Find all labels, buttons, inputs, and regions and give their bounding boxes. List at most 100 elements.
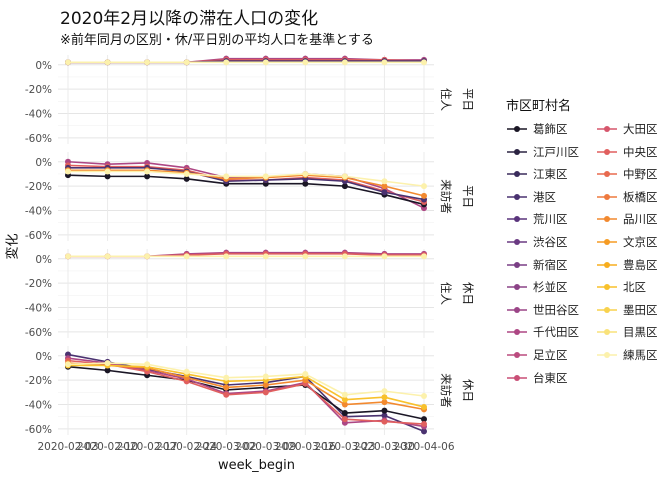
legend-swatch <box>597 306 617 313</box>
series-line <box>67 362 425 397</box>
data-point <box>421 253 427 260</box>
legend-label: 北区 <box>623 280 646 295</box>
legend-label: 千代田区 <box>533 325 579 340</box>
data-point <box>421 183 427 190</box>
data-point <box>104 253 111 260</box>
data-point <box>183 59 190 66</box>
legend-label: 杉並区 <box>533 280 568 295</box>
series-line <box>67 160 425 209</box>
data-point <box>381 178 388 185</box>
data-point <box>223 391 230 398</box>
data-point <box>104 168 111 175</box>
y-tick-label: -20% <box>25 375 52 387</box>
y-tick-label: 0% <box>35 351 52 363</box>
legend-label: 練馬区 <box>623 348 658 362</box>
legend-swatch <box>507 284 527 291</box>
legend-swatch <box>507 239 527 245</box>
legend-swatch <box>507 329 527 336</box>
chart-subtitle: ※前年同月の区別・休/平日別の平均人口を基準とする <box>60 33 374 48</box>
data-point <box>223 59 230 66</box>
legend-label: 台東区 <box>533 370 568 385</box>
data-point <box>223 253 230 260</box>
legend-swatch <box>597 126 617 132</box>
y-tick-label: -40% <box>25 400 52 412</box>
y-tick-label: -60% <box>25 424 52 436</box>
data-point <box>421 421 427 428</box>
data-point <box>302 180 309 187</box>
data-point <box>341 401 348 408</box>
y-tick-label: -20% <box>25 84 52 96</box>
data-point <box>341 59 348 66</box>
y-tick-label: -60% <box>25 230 52 242</box>
data-point <box>341 173 348 180</box>
y-tick-label: -40% <box>25 206 52 218</box>
y-axis-label: 変化 <box>5 233 21 260</box>
data-point <box>65 361 71 368</box>
y-tick-label: -60% <box>25 327 52 339</box>
data-point <box>421 392 427 399</box>
data-point <box>421 192 427 199</box>
data-point <box>381 418 388 425</box>
data-point <box>262 389 269 396</box>
x-tick-label: 2020-03-30 <box>354 441 415 453</box>
x-tick-label: 2020-04-06 <box>393 441 454 453</box>
series-line <box>68 169 425 197</box>
data-point <box>65 253 71 260</box>
y-tick-label: -40% <box>25 109 52 121</box>
data-point <box>144 173 151 180</box>
data-point <box>421 428 427 435</box>
data-point <box>262 59 269 66</box>
data-point <box>341 410 348 417</box>
data-point <box>341 396 348 403</box>
legend-title: 市区町村名 <box>506 99 572 114</box>
legend-swatch <box>507 306 527 313</box>
series-line <box>68 364 425 408</box>
legend-swatch <box>597 148 617 155</box>
facet-strip-type: 住人 <box>439 282 453 305</box>
legend-label: 葛飾区 <box>533 122 568 136</box>
series-line <box>67 359 425 425</box>
data-point <box>381 59 388 66</box>
series-line <box>68 170 425 187</box>
data-point <box>341 253 348 260</box>
data-point <box>381 388 388 395</box>
legend-label: 渋谷区 <box>533 235 568 249</box>
data-point <box>144 59 151 66</box>
data-point <box>183 175 190 182</box>
data-point <box>262 382 269 389</box>
data-point <box>104 59 111 66</box>
legend-label: 中央区 <box>623 144 658 159</box>
data-point <box>183 253 190 260</box>
x-tick-label: 2020-02-17 <box>117 441 178 453</box>
legend-swatch <box>597 216 617 223</box>
series-line <box>67 174 425 206</box>
data-point <box>341 416 348 423</box>
data-point <box>341 391 348 398</box>
legend-swatch <box>507 171 527 178</box>
facet-strip-dow: 休日 <box>461 379 475 402</box>
y-tick-label: 0% <box>35 254 52 266</box>
x-tick-label: 2020-03-23 <box>314 441 375 453</box>
legend-label: 品川区 <box>623 212 658 227</box>
legend-swatch <box>597 239 617 245</box>
data-point <box>381 183 388 190</box>
legend-swatch <box>597 193 617 200</box>
legend-swatch <box>507 216 527 223</box>
series-line <box>68 167 425 201</box>
x-tick-label: 2020-03-09 <box>235 441 296 453</box>
y-tick-label: 0% <box>35 60 52 72</box>
legend-label: 江東区 <box>533 167 568 182</box>
legend-label: 墨田区 <box>623 302 658 317</box>
data-point <box>144 361 151 368</box>
legend-label: 文京区 <box>623 235 658 249</box>
legend-label: 豊島区 <box>623 257 658 272</box>
facet-strip-dow: 平日 <box>461 185 475 208</box>
legend-label: 江戸川区 <box>533 144 579 159</box>
data-point <box>381 253 388 260</box>
data-point <box>183 368 190 375</box>
facet-strip-type: 来訪者 <box>439 373 453 408</box>
data-point <box>223 384 230 391</box>
data-point <box>223 374 230 381</box>
facet-strip-dow: 平日 <box>461 88 475 111</box>
